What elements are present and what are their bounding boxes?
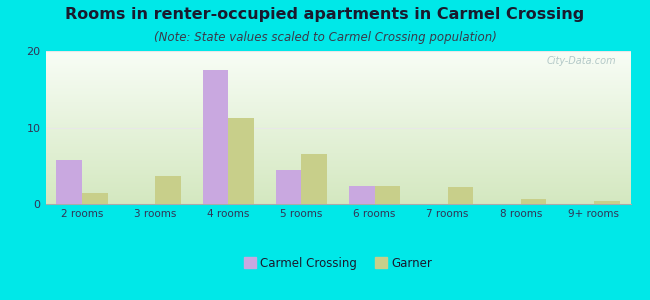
Bar <box>57 160 82 204</box>
Text: (Note: State values scaled to Carmel Crossing population): (Note: State values scaled to Carmel Cro… <box>153 32 497 44</box>
Bar <box>276 169 302 204</box>
Bar <box>374 186 400 204</box>
Bar <box>203 70 228 204</box>
Bar <box>155 176 181 204</box>
Text: City-Data.com: City-Data.com <box>546 56 616 66</box>
Legend: Carmel Crossing, Garner: Carmel Crossing, Garner <box>239 252 437 274</box>
Text: Rooms in renter-occupied apartments in Carmel Crossing: Rooms in renter-occupied apartments in C… <box>66 8 584 22</box>
Bar <box>82 193 108 204</box>
Bar <box>521 200 547 204</box>
Bar <box>302 154 327 204</box>
Bar <box>228 118 254 204</box>
Bar <box>448 187 473 204</box>
Bar <box>349 186 374 204</box>
Bar <box>594 201 619 204</box>
